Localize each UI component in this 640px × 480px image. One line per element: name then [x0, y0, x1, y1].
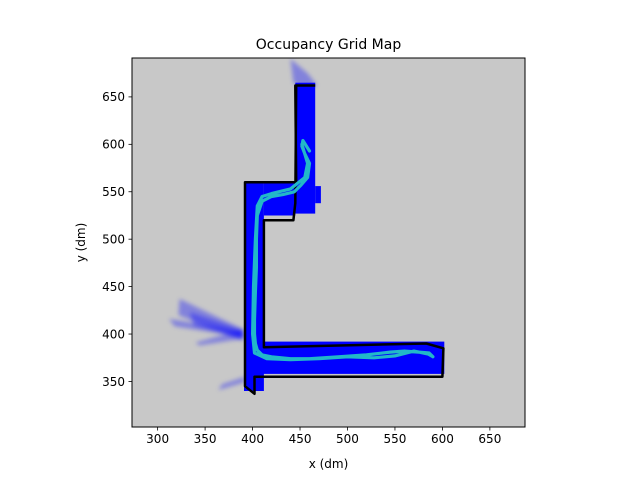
- y-tick-label: 400: [102, 327, 125, 341]
- y-tick-label: 550: [102, 185, 125, 199]
- plot-frame: [131, 57, 526, 428]
- free-space-rays: [169, 58, 318, 390]
- occupied-wall: [243, 85, 445, 396]
- y-axis-label: y (dm): [74, 223, 88, 263]
- x-axis-label: x (dm): [309, 457, 349, 471]
- occupied-wall: [243, 84, 316, 187]
- x-tick-label: 300: [146, 432, 169, 446]
- y-tick-label: 500: [102, 232, 125, 246]
- x-axis-ticks: 300 350 400 450 500 550 600 650: [146, 427, 501, 446]
- y-tick-label: 450: [102, 280, 125, 294]
- y-tick-label: 650: [102, 90, 125, 104]
- x-tick-label: 500: [336, 432, 359, 446]
- y-tick-label: 600: [102, 138, 125, 152]
- free-space-ray: [169, 318, 244, 337]
- x-tick-label: 550: [383, 432, 406, 446]
- trajectory-path: [251, 138, 435, 362]
- x-tick-label: 350: [194, 432, 217, 446]
- free-space-cell: [315, 186, 321, 204]
- free-space-cell: [295, 82, 316, 214]
- y-tick-label: 350: [102, 375, 125, 389]
- chart-title: Occupancy Grid Map: [256, 37, 402, 53]
- free-space-ray: [290, 58, 318, 89]
- x-tick-label: 650: [478, 432, 501, 446]
- x-tick-label: 450: [289, 432, 312, 446]
- free-space-ray: [218, 376, 245, 390]
- trajectory-line: [251, 138, 435, 362]
- x-tick-label: 600: [431, 432, 454, 446]
- x-tick-label: 400: [241, 432, 264, 446]
- y-axis-ticks: 350 400 450 500 550 600 650: [102, 90, 132, 389]
- occupied-walls: [243, 84, 445, 396]
